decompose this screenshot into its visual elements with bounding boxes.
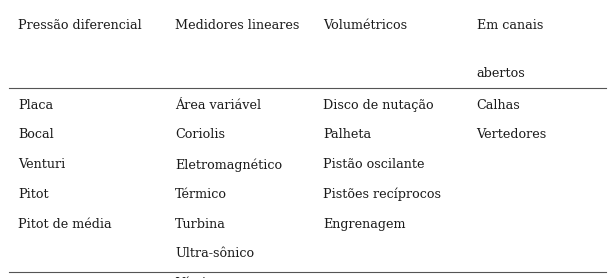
Text: Pistão oscilante: Pistão oscilante [323,158,424,171]
Text: Volumétricos: Volumétricos [323,19,407,33]
Text: Placa: Placa [18,99,54,112]
Text: Pitot de média: Pitot de média [18,218,112,231]
Text: Vertedores: Vertedores [477,128,547,142]
Text: Venturi: Venturi [18,158,66,171]
Text: Coriolis: Coriolis [175,128,225,142]
Text: Em canais: Em canais [477,19,543,33]
Text: abertos: abertos [477,67,525,80]
Text: Medidores lineares: Medidores lineares [175,19,300,33]
Text: Eletromagnético: Eletromagnético [175,158,282,172]
Text: Calhas: Calhas [477,99,520,112]
Text: Engrenagem: Engrenagem [323,218,405,231]
Text: Área variável: Área variável [175,99,261,112]
Text: Palheta: Palheta [323,128,371,142]
Text: Pistões recíprocos: Pistões recíprocos [323,188,441,202]
Text: Turbina: Turbina [175,218,226,231]
Text: Disco de nutação: Disco de nutação [323,99,434,112]
Text: Bocal: Bocal [18,128,54,142]
Text: Térmico: Térmico [175,188,228,201]
Text: Pressão diferencial: Pressão diferencial [18,19,142,33]
Text: Pitot: Pitot [18,188,49,201]
Text: Vórtice: Vórtice [175,277,221,278]
Text: Ultra-sônico: Ultra-sônico [175,247,255,260]
